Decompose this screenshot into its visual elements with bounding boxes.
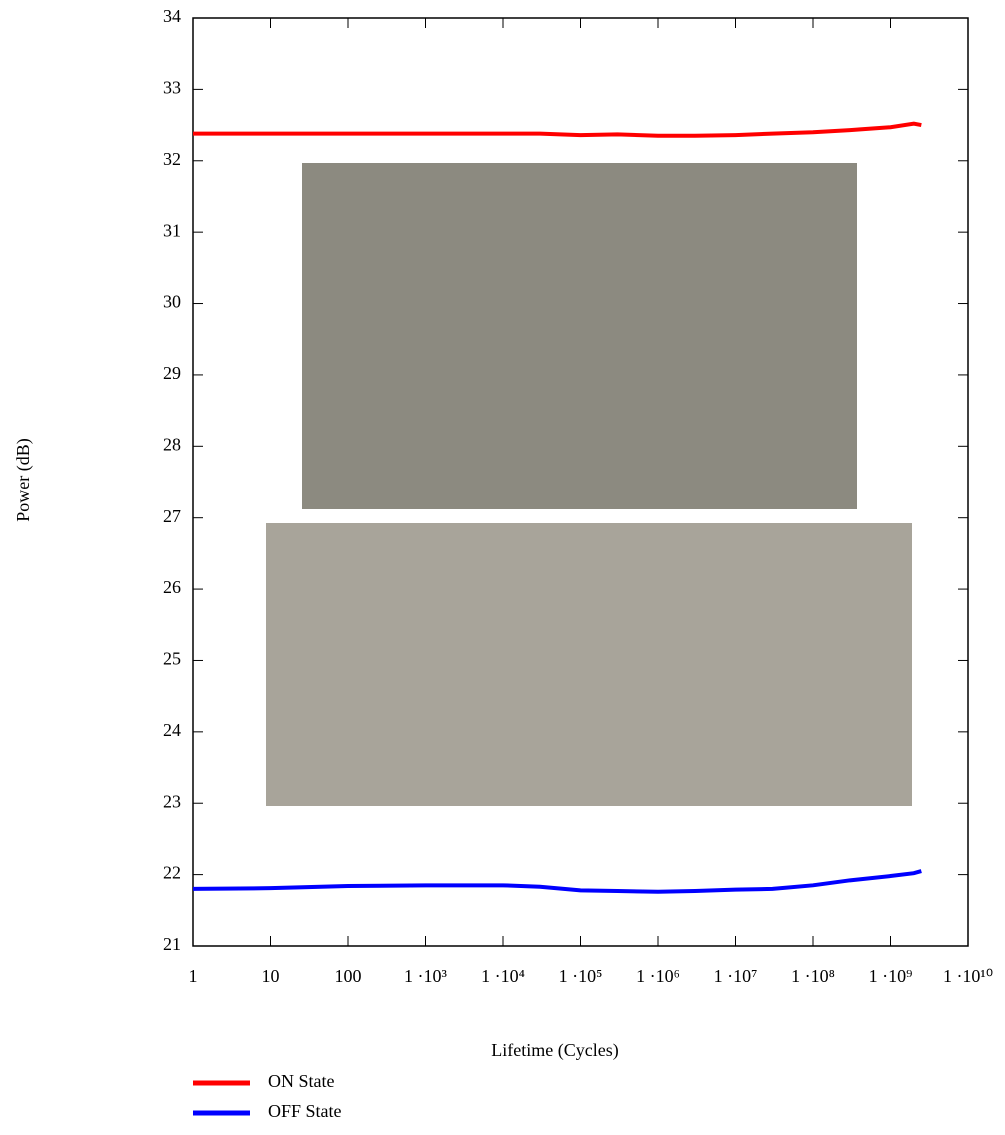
y-axis-label: Power (dB) bbox=[13, 438, 34, 522]
x-axis-label: Lifetime (Cycles) bbox=[491, 1040, 618, 1061]
y-tick-label: 22 bbox=[163, 863, 181, 883]
data-line bbox=[192, 869, 922, 894]
y-tick-label: 31 bbox=[163, 220, 181, 240]
y-tick-label: 26 bbox=[163, 577, 181, 597]
y-tick-label: 30 bbox=[163, 292, 181, 312]
legend-label: OFF State bbox=[268, 1101, 342, 1121]
y-tick-label: 25 bbox=[163, 649, 181, 669]
x-tick-label: 1 ·10⁷ bbox=[714, 966, 758, 986]
x-tick-label: 1 ·10¹⁰ bbox=[943, 966, 993, 986]
x-tick-label: 1 bbox=[189, 966, 198, 986]
y-tick-label: 21 bbox=[163, 934, 181, 954]
y-tick-label: 32 bbox=[163, 149, 181, 169]
x-tick-label: 1 ·10⁶ bbox=[636, 966, 680, 986]
x-tick-label: 1 ·10⁸ bbox=[791, 966, 835, 986]
y-tick-label: 23 bbox=[163, 791, 181, 811]
y-tick-label: 24 bbox=[163, 720, 181, 740]
legend-label: ON State bbox=[268, 1071, 335, 1091]
y-tick-label: 33 bbox=[163, 78, 181, 98]
y-tick-label: 34 bbox=[163, 6, 181, 26]
x-tick-label: 10 bbox=[262, 966, 280, 986]
x-tick-label: 1 ·10⁴ bbox=[481, 966, 525, 986]
y-tick-label: 28 bbox=[163, 434, 181, 454]
y-tick-label: 29 bbox=[163, 363, 181, 383]
x-tick-label: 100 bbox=[335, 966, 362, 986]
photo bbox=[302, 163, 857, 509]
x-tick-label: 1 ·10⁹ bbox=[869, 966, 913, 986]
photo bbox=[266, 523, 912, 806]
x-tick-label: 1 ·10³ bbox=[404, 966, 447, 986]
data-line bbox=[193, 121, 922, 138]
y-tick-label: 27 bbox=[163, 506, 181, 526]
x-tick-label: 1 ·10⁵ bbox=[559, 966, 603, 986]
